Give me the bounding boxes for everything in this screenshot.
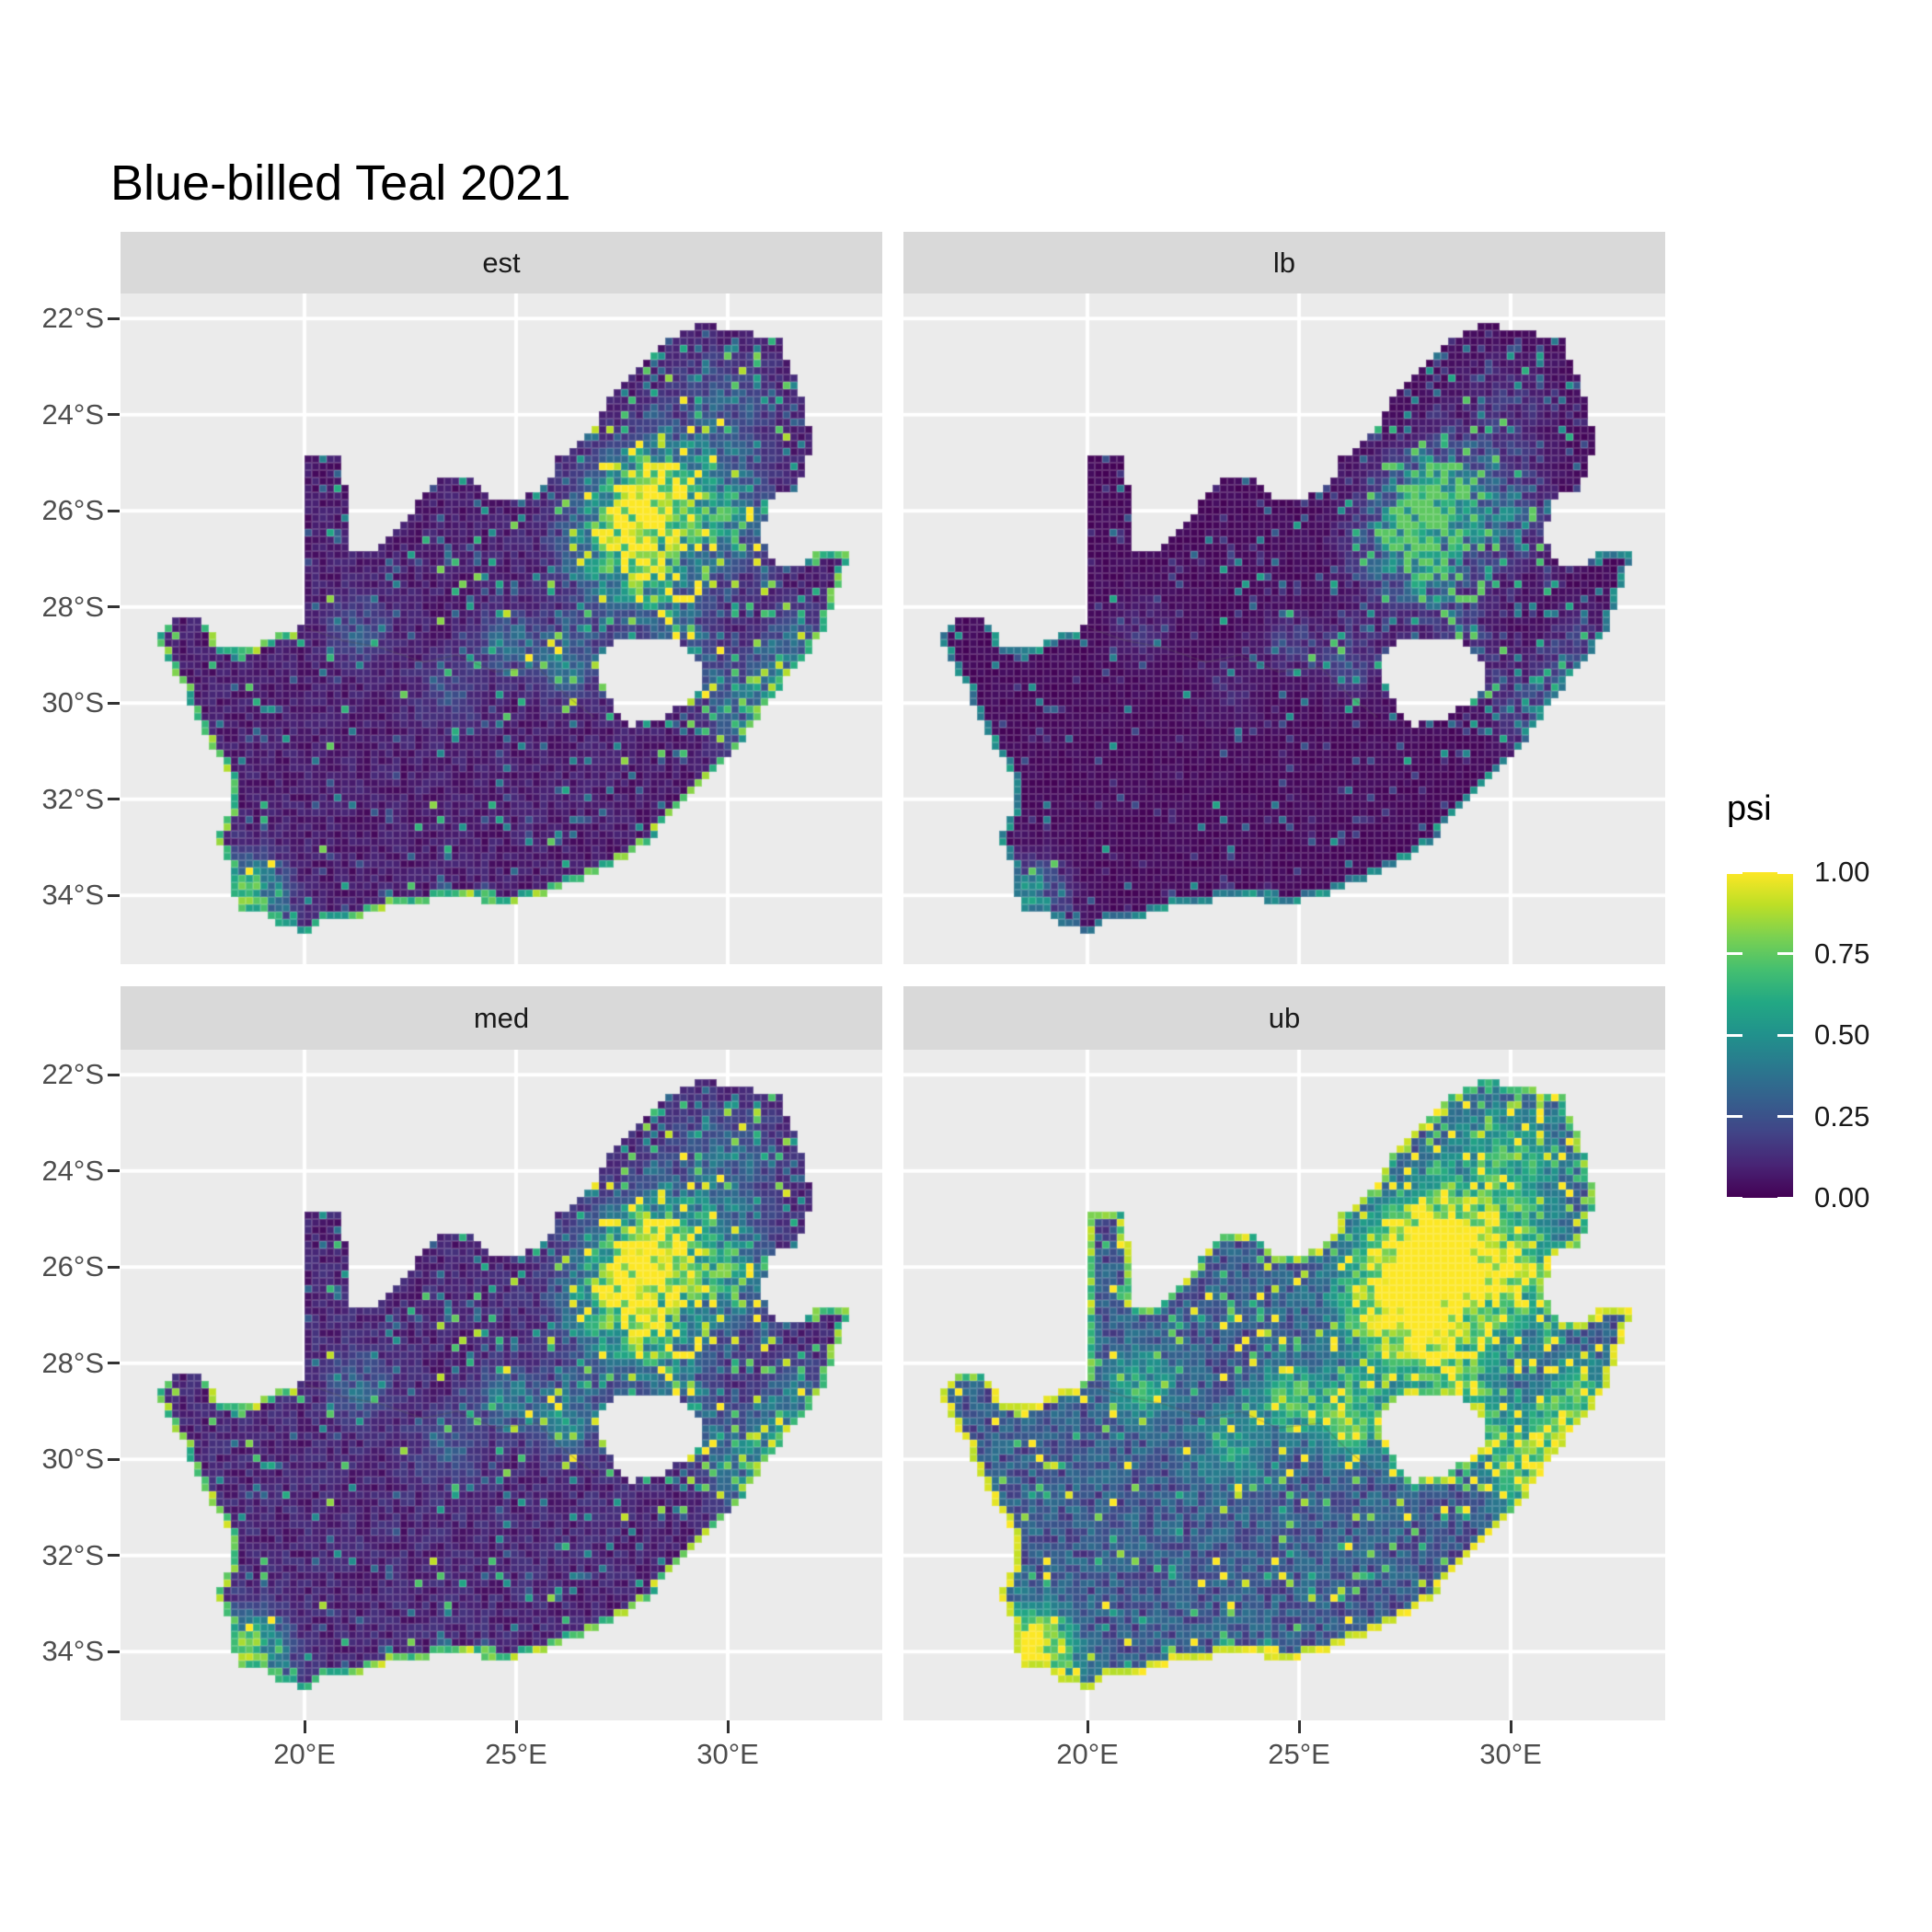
y-axis-tick-mark	[108, 413, 120, 417]
x-axis-tick-label: 20°E	[1056, 1738, 1119, 1770]
y-axis-tick-mark	[108, 1457, 120, 1461]
legend-tick-label: 0.75	[1814, 937, 1870, 970]
y-axis-tick-label: 28°S	[41, 590, 104, 623]
y-axis-tick-mark	[108, 1169, 120, 1173]
y-axis-tick-label: 22°S	[41, 302, 104, 335]
legend-tick-mark	[1727, 952, 1742, 955]
y-axis-tick-mark	[108, 605, 120, 609]
y-axis-tick-label: 24°S	[41, 397, 104, 431]
x-axis-tick-mark	[514, 1720, 518, 1733]
x-axis-tick-label: 25°E	[1268, 1738, 1330, 1770]
legend-title: psi	[1727, 789, 1772, 828]
legend-tick-mark	[1727, 1033, 1742, 1037]
x-axis-tick-mark	[1297, 1720, 1301, 1733]
legend-tick-label: 0.00	[1814, 1181, 1870, 1213]
legend-tick-mark	[1727, 1115, 1742, 1118]
facet-label-med: med	[473, 1001, 530, 1034]
legend-tick-mark	[1777, 872, 1793, 874]
y-axis-tick-label: 22°S	[41, 1058, 104, 1091]
legend-tick-mark	[1777, 1196, 1793, 1198]
legend-tick-mark	[1727, 872, 1742, 874]
y-axis-tick-label: 26°S	[41, 1250, 104, 1283]
y-axis-tick-label: 34°S	[41, 1635, 104, 1668]
y-axis-tick-mark	[108, 1265, 120, 1269]
x-axis-tick-mark	[1086, 1720, 1089, 1733]
legend-tick-label: 0.25	[1814, 1099, 1870, 1133]
legend-tick-mark	[1777, 952, 1793, 955]
legend-colorbar	[1727, 872, 1793, 1198]
x-axis-tick-label: 30°E	[696, 1738, 759, 1770]
map-panel-lb	[903, 293, 1665, 964]
y-axis-tick-label: 28°S	[41, 1346, 104, 1379]
y-axis-tick-label: 26°S	[41, 494, 104, 527]
legend-tick-mark	[1727, 1196, 1742, 1198]
facet-label-est: est	[482, 246, 521, 279]
y-axis-tick-mark	[108, 509, 120, 512]
map-canvas-ub	[903, 1050, 1665, 1720]
y-axis-tick-mark	[108, 316, 120, 320]
y-axis-tick-label: 32°S	[41, 782, 104, 815]
facet-strip-lb: lb	[903, 232, 1665, 293]
y-axis-tick-mark	[108, 1362, 120, 1365]
facet-strip-ub: ub	[903, 986, 1665, 1050]
x-axis-tick-mark	[1509, 1720, 1512, 1733]
map-panel-est	[121, 293, 882, 964]
legend-tick-mark	[1777, 1115, 1793, 1118]
y-axis-tick-mark	[108, 1073, 120, 1076]
y-axis-tick-label: 24°S	[41, 1154, 104, 1187]
x-axis-tick-label: 25°E	[485, 1738, 547, 1770]
map-canvas-est	[121, 293, 882, 964]
map-panel-ub	[903, 1050, 1665, 1720]
map-canvas-med	[121, 1050, 882, 1720]
y-axis-tick-mark	[108, 701, 120, 705]
x-axis-tick-mark	[726, 1720, 730, 1733]
legend-tick-label: 1.00	[1814, 856, 1870, 888]
y-axis-tick-mark	[108, 1554, 120, 1558]
facet-label-ub: ub	[1268, 1001, 1301, 1034]
y-axis-tick-label: 34°S	[41, 879, 104, 912]
y-axis-tick-label: 30°S	[41, 686, 104, 719]
facet-strip-med: med	[121, 986, 882, 1050]
legend-tick-mark	[1777, 1033, 1793, 1037]
x-axis-tick-label: 20°E	[273, 1738, 336, 1770]
facet-label-lb: lb	[1272, 246, 1296, 279]
y-axis-tick-label: 30°S	[41, 1443, 104, 1476]
y-axis-tick-label: 32°S	[41, 1538, 104, 1571]
facet-strip-est: est	[121, 232, 882, 293]
map-canvas-lb	[903, 293, 1665, 964]
legend-tick-label: 0.50	[1814, 1018, 1870, 1051]
y-axis-tick-mark	[108, 893, 120, 897]
y-axis-tick-mark	[108, 1650, 120, 1653]
y-axis-tick-mark	[108, 798, 120, 801]
map-panel-med	[121, 1050, 882, 1720]
x-axis-tick-label: 30°E	[1479, 1738, 1542, 1770]
x-axis-tick-mark	[303, 1720, 306, 1733]
plot-title: Blue-billed Teal 2021	[110, 155, 571, 211]
